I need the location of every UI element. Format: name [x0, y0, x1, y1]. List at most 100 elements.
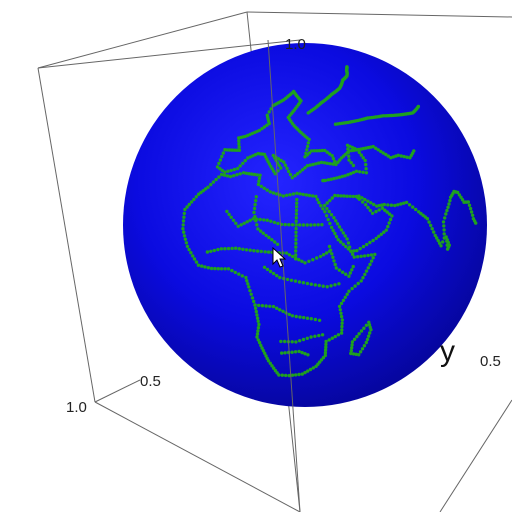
coastline-point [363, 158, 367, 163]
coastline-point [290, 373, 295, 377]
coastline-point [209, 249, 213, 253]
coastline-point [295, 191, 299, 195]
coastline-point [399, 202, 403, 206]
coastline-point [308, 367, 313, 372]
coastline-point [253, 306, 258, 310]
coastline-point [381, 151, 385, 155]
coastline-point [363, 272, 367, 277]
coastline-point [294, 257, 298, 261]
coastline-point [259, 249, 263, 254]
coastline-point [321, 253, 326, 257]
coastline-point [351, 264, 355, 269]
coastline-point [250, 172, 254, 176]
coastline-point [234, 246, 238, 250]
coastline-point [201, 189, 205, 193]
coastline-point [323, 178, 328, 183]
coastline-point [380, 206, 385, 210]
coastline-point [295, 172, 300, 176]
coastline-point [360, 200, 365, 204]
coastline-point [301, 223, 306, 227]
coastline-point [383, 208, 387, 212]
coastline-point [260, 346, 264, 350]
coastline-point [373, 252, 377, 257]
coastline-point [344, 272, 348, 276]
coastline-point [298, 339, 302, 343]
coastline-point [347, 274, 351, 278]
coastline-point [301, 281, 306, 285]
coastline-point [287, 312, 291, 317]
coastline-point [290, 314, 295, 318]
coastline-point [192, 257, 197, 261]
coastline-point [212, 248, 216, 253]
coastline-point [290, 176, 294, 180]
coastline-point [311, 258, 315, 262]
coastline-point [293, 279, 298, 283]
coastline-point [324, 339, 328, 344]
coastline-point [300, 350, 304, 355]
coastline-point [307, 151, 312, 155]
coastline-point [294, 253, 298, 257]
coastline-point [323, 348, 328, 352]
coastline-point [231, 218, 236, 222]
coastline-point [277, 163, 281, 168]
coastline-point [275, 306, 279, 310]
coastline-point [328, 152, 332, 156]
coastline-point [317, 283, 321, 288]
box-edge [37, 67, 96, 403]
coastline-point [396, 203, 400, 207]
coastline-point [469, 210, 474, 214]
coastline-point [256, 227, 260, 231]
coastline-point [214, 177, 218, 182]
coastline-point [441, 240, 445, 244]
coastline-point [226, 267, 231, 271]
coastline-point [340, 318, 344, 322]
coastline-point [315, 256, 319, 260]
coastline-point [268, 269, 273, 274]
coastline-point [298, 315, 302, 319]
coastline-point [347, 149, 351, 153]
coastline-point [266, 250, 271, 254]
coastline-point [295, 197, 299, 202]
coastline-point [281, 309, 285, 313]
coastline-point [474, 221, 478, 225]
coastline-point [216, 247, 220, 252]
coastline-point [261, 231, 265, 235]
coastline-point [349, 349, 353, 353]
tick-label-x-1: 1.0 [66, 399, 87, 416]
coastline-point [325, 206, 329, 211]
coastline-point [345, 65, 349, 69]
coastline-point [218, 167, 222, 171]
coastline-point [223, 267, 227, 271]
coastline-point [339, 194, 343, 198]
coastline-point [298, 223, 302, 227]
coastline-point [230, 148, 234, 152]
coastline-point [239, 223, 243, 227]
coastline-point [260, 127, 264, 131]
coastline-point [290, 254, 295, 259]
coastline-point [271, 153, 275, 158]
coastline-point [344, 244, 348, 249]
coastline-point [234, 221, 238, 225]
coastline-point [236, 166, 240, 171]
coastline-point [363, 197, 367, 202]
coastline-point [330, 154, 334, 158]
coastline-point [252, 299, 256, 304]
coastline-point [286, 350, 291, 355]
coastline-point [217, 161, 221, 166]
coastline-point [341, 231, 345, 235]
coastline-point [240, 274, 244, 278]
coastline-point [313, 317, 318, 322]
coastline-point [300, 168, 305, 172]
coastline-point [361, 276, 365, 280]
coastline-point [339, 240, 343, 244]
coastline-point [256, 338, 260, 342]
coastline-point [445, 239, 449, 243]
coastline-point [303, 155, 307, 159]
coastline-point [337, 282, 341, 286]
coastline-point [245, 279, 249, 283]
coastline-point [268, 361, 272, 365]
coastline-point [232, 148, 237, 152]
coastline-point [225, 174, 230, 178]
coastline-point [323, 210, 327, 214]
